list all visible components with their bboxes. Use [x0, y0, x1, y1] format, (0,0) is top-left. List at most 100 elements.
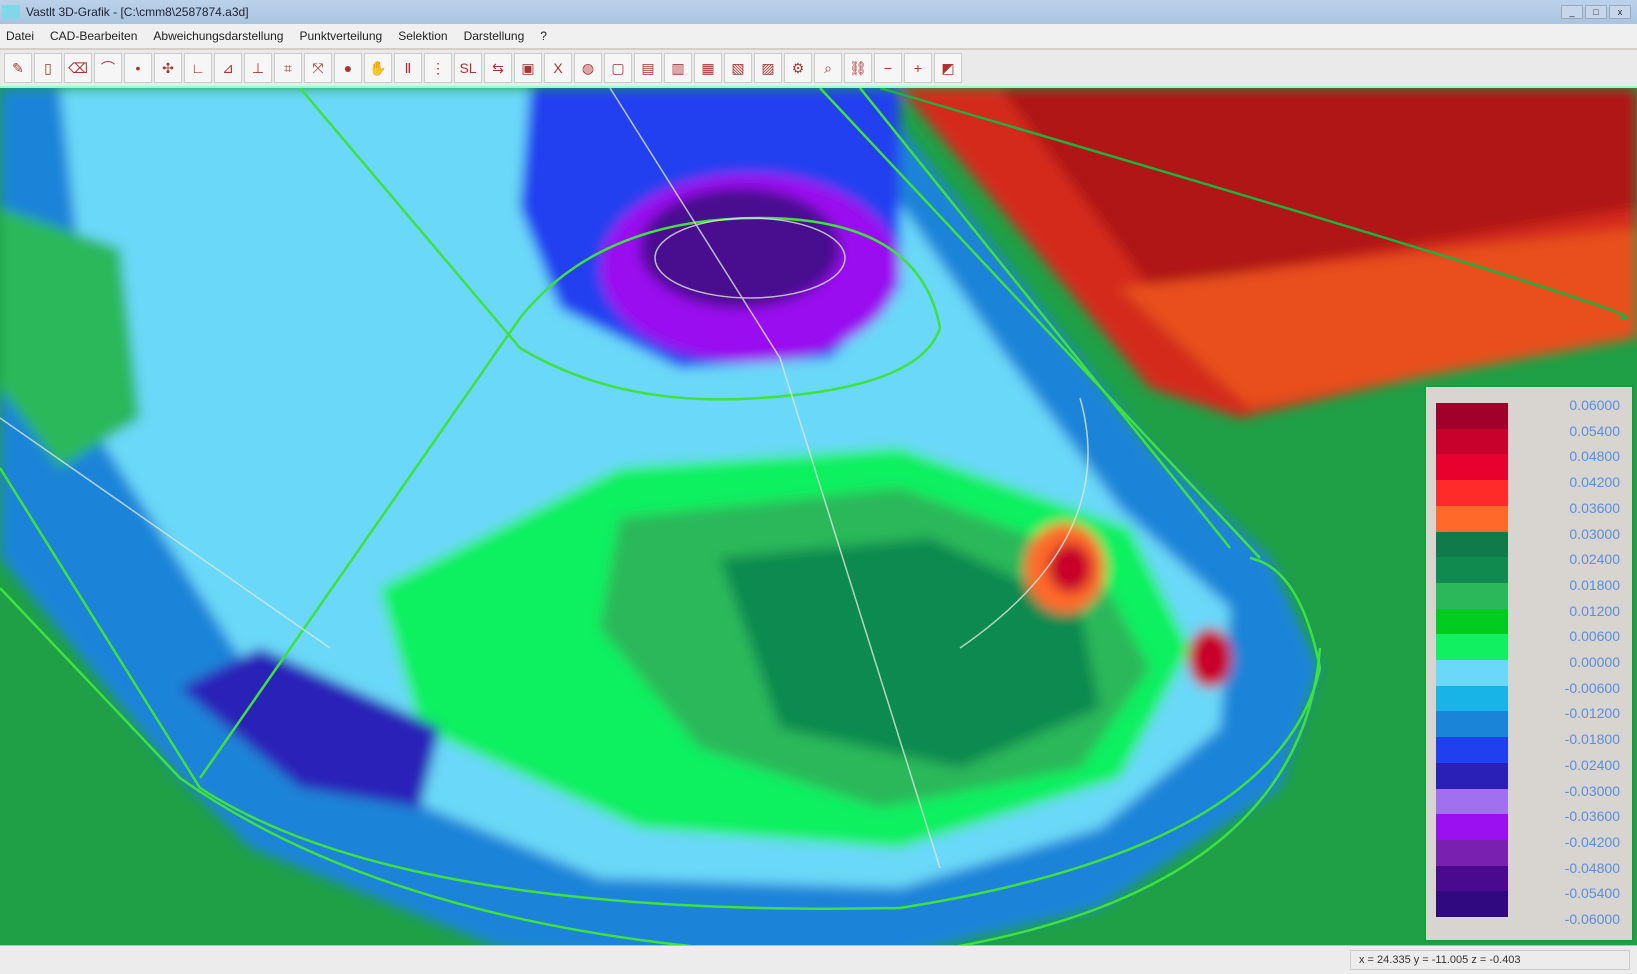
cut-icon: X	[553, 60, 563, 76]
legend-label: 0.03000	[1569, 525, 1620, 542]
legend-swatch	[1436, 454, 1508, 481]
axis-button[interactable]: ∟	[184, 53, 212, 83]
cut-button[interactable]: X	[544, 53, 572, 83]
zoom-icon: ⤧	[312, 59, 324, 76]
legend-swatch	[1436, 737, 1508, 764]
box-icon: ▥	[671, 59, 685, 76]
eraser-icon: ⌫	[68, 59, 88, 76]
select-button[interactable]: ✣	[154, 53, 182, 83]
menu-item-abweichungsdarstellung[interactable]: Abweichungsdarstellung	[153, 29, 284, 43]
arrow-button[interactable]: ⇆	[484, 53, 512, 83]
text-button[interactable]: Ⅱ	[394, 53, 422, 83]
maximize-button[interactable]: □	[1585, 5, 1607, 19]
box-button[interactable]: ▨	[754, 53, 782, 83]
point-icon: •	[135, 60, 141, 76]
menu-item-datei[interactable]: Datei	[6, 29, 35, 43]
legend-swatch	[1436, 582, 1508, 609]
eraser-button[interactable]: ⌫	[64, 53, 92, 83]
box-icon: ▦	[701, 59, 715, 76]
zoom-button[interactable]: ⤧	[304, 53, 332, 83]
layers-button[interactable]: ◩	[934, 53, 962, 83]
link-button[interactable]: ⛓	[844, 53, 872, 83]
window-title: Vastlt 3D-Grafik - [C:\cmm8\2587874.a3d]	[26, 5, 249, 19]
menu-item-punktverteilung[interactable]: Punktverteilung	[299, 29, 383, 43]
legend-row: 0.03600	[1436, 499, 1626, 532]
box-button[interactable]: ▤	[634, 53, 662, 83]
legend-swatch	[1436, 865, 1508, 892]
legend-swatch	[1436, 685, 1508, 712]
legend-label: -0.05400	[1564, 885, 1620, 902]
box-button[interactable]: ▦	[694, 53, 722, 83]
legend-label: 0.00000	[1569, 654, 1620, 670]
minus-button[interactable]: −	[874, 53, 902, 83]
legend-row: -0.06000	[1436, 911, 1626, 939]
dot-button[interactable]: ●	[334, 53, 362, 83]
scale-button[interactable]: SL	[454, 53, 482, 83]
legend-swatch	[1436, 891, 1508, 918]
legend-row: 0.01200	[1436, 603, 1626, 635]
scale-icon: SL	[459, 60, 477, 76]
boundary-curve	[819, 88, 1261, 559]
legend-label: -0.02400	[1564, 756, 1620, 773]
hand-button[interactable]: ✋	[364, 53, 392, 83]
menu-bar: Datei CAD-Bearbeiten Abweichungsdarstellun…	[0, 24, 1637, 48]
box-icon: ▨	[761, 59, 775, 76]
search-button[interactable]: ⌕	[814, 53, 842, 83]
axis-button[interactable]: ⊥	[244, 53, 272, 83]
legend-swatch	[1436, 788, 1508, 815]
legend-label: -0.04200	[1564, 833, 1620, 850]
boundary-curve	[0, 467, 1322, 910]
legend-swatch	[1436, 711, 1508, 738]
hand-icon: ✋	[369, 59, 387, 76]
cylinder-button[interactable]: ▯	[34, 53, 62, 83]
legend-label: -0.01200	[1564, 705, 1620, 722]
legend-row: -0.04800	[1436, 860, 1626, 892]
minimize-button[interactable]: _	[1561, 5, 1583, 19]
grid-icon: ⋮	[431, 59, 445, 76]
legend-row: -0.01200	[1436, 705, 1626, 738]
color-button[interactable]: ▣	[514, 53, 542, 83]
fit-button[interactable]: ⌗	[274, 53, 302, 83]
menu-item-cadbearbeiten[interactable]: CAD-Bearbeiten	[50, 29, 138, 43]
cylinder-icon: ▯	[44, 59, 52, 76]
legend-label: -0.03000	[1564, 782, 1620, 799]
legend-label: 0.04200	[1569, 474, 1620, 491]
box-button[interactable]: ▧	[724, 53, 752, 83]
point-button[interactable]: •	[124, 53, 152, 83]
legend-row: -0.03600	[1436, 808, 1626, 841]
legend-row: 0.03000	[1436, 525, 1626, 558]
legend-label: 0.03600	[1569, 499, 1620, 516]
fit-icon: ⌗	[284, 59, 292, 76]
globe-icon: ◍	[581, 59, 595, 76]
legend-swatch	[1436, 814, 1508, 841]
legend-swatch	[1436, 403, 1508, 429]
menu-item-darstellung[interactable]: Darstellung	[463, 29, 525, 43]
legend-swatch	[1436, 557, 1508, 584]
legend-row: 0.06000	[1436, 397, 1626, 429]
legend-row: 0.04200	[1436, 474, 1626, 507]
legend-swatch	[1436, 531, 1508, 558]
legend-row: -0.01800	[1436, 731, 1626, 764]
deviation-color-plot[interactable]	[0, 88, 1637, 945]
arc-button[interactable]: ⌒	[94, 53, 122, 83]
legend-row: 0.01800	[1436, 577, 1626, 609]
box-button[interactable]: ▥	[664, 53, 692, 83]
plus-button[interactable]: +	[904, 53, 932, 83]
layers-icon: ◩	[941, 59, 955, 76]
gear-button[interactable]: ⚙	[784, 53, 812, 83]
legend-row: -0.03000	[1436, 782, 1626, 815]
close-button[interactable]: x	[1609, 5, 1631, 19]
legend-row: -0.04200	[1436, 833, 1626, 866]
menu-item-[interactable]: ?	[540, 29, 547, 43]
legend-swatch	[1436, 660, 1508, 686]
legend-label: 0.06000	[1569, 397, 1620, 413]
color-legend: 0.06000 0.05400 0.04800 0.04200 0.03600 0.030…	[1424, 385, 1634, 942]
globe-button[interactable]: ◍	[574, 53, 602, 83]
grid-button[interactable]: ⋮	[424, 53, 452, 83]
pen-button[interactable]: ✎	[4, 53, 32, 83]
box-button[interactable]: ▢	[604, 53, 632, 83]
axis-button[interactable]: ⊿	[214, 53, 242, 83]
status-bar: x = 24.335 y = -11.005 z = -0.403	[0, 945, 1637, 974]
app-icon	[2, 5, 20, 19]
menu-item-selektion[interactable]: Selektion	[398, 29, 448, 43]
